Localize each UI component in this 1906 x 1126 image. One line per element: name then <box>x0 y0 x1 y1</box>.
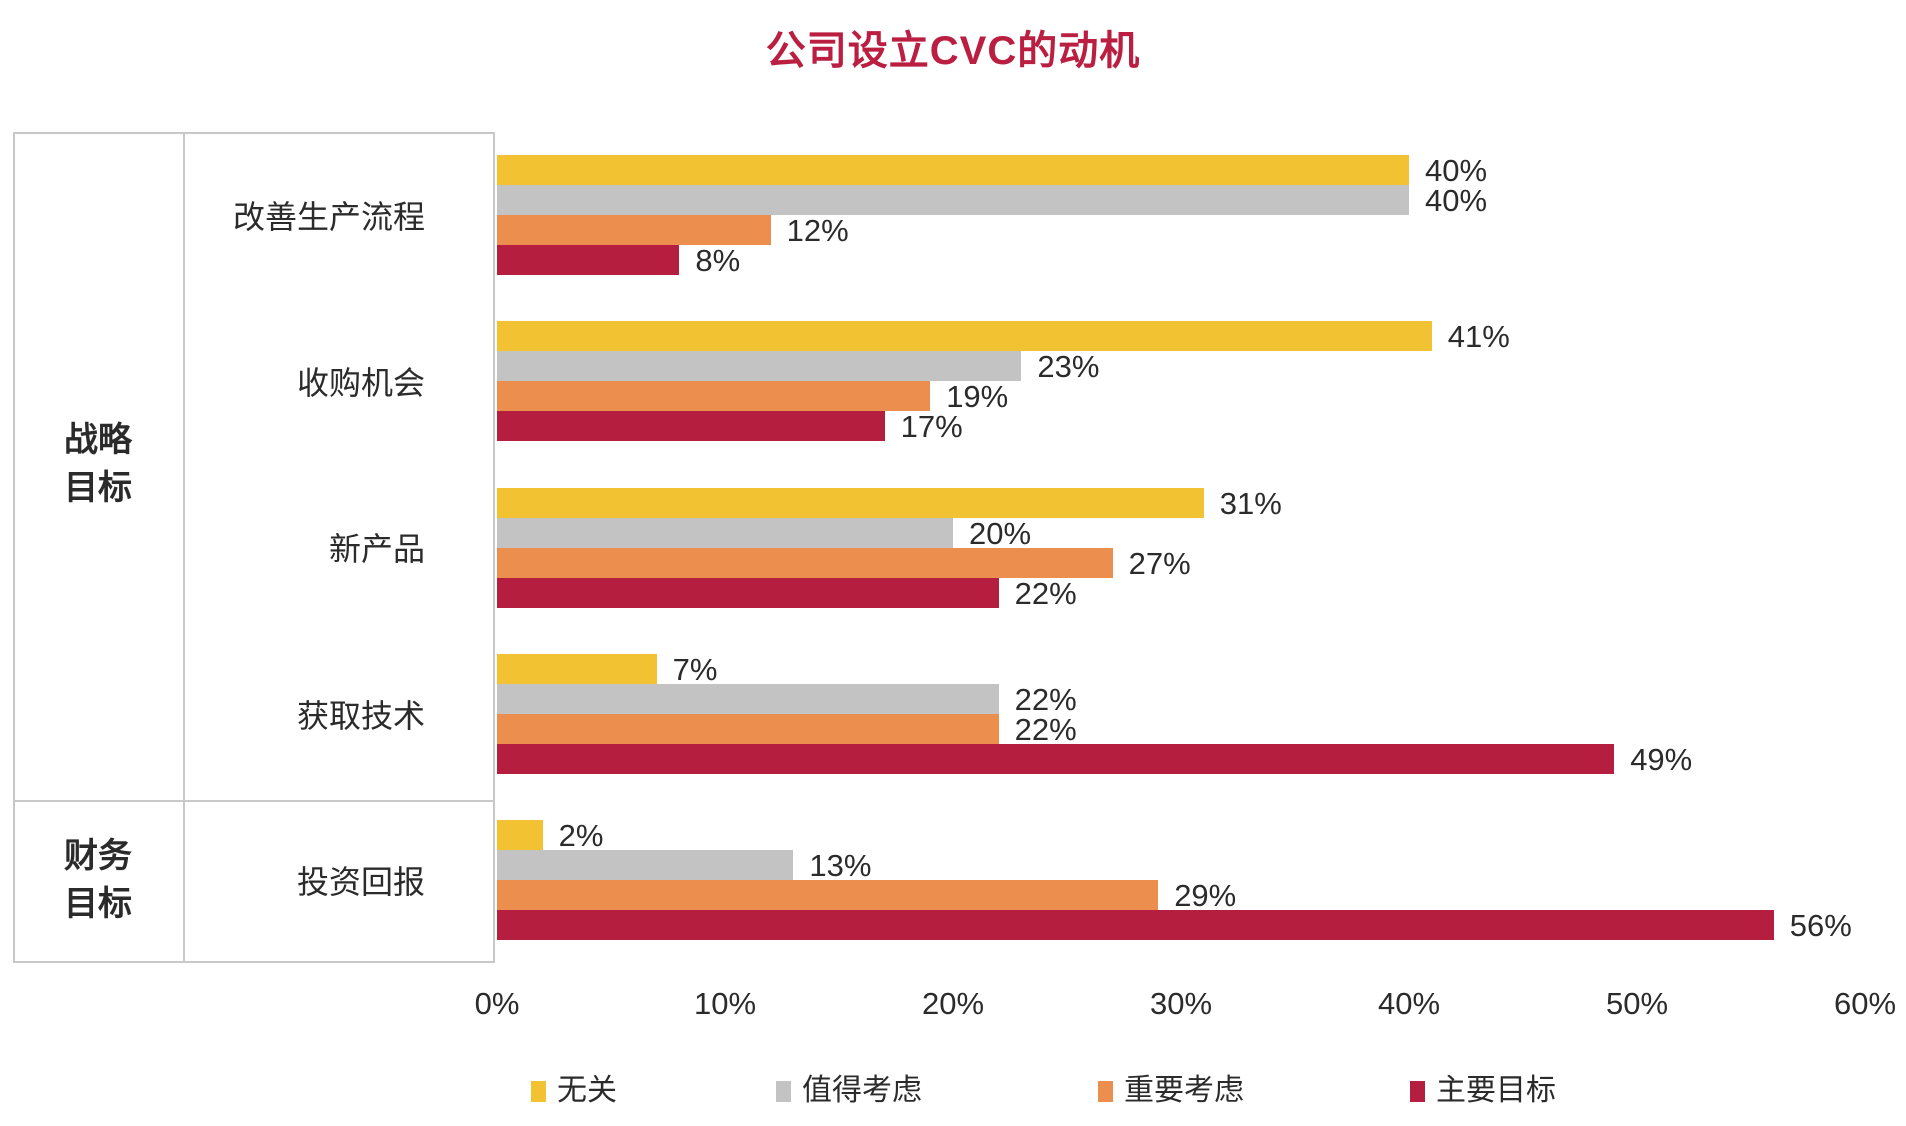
legend-item: 值得考虑 <box>776 1076 922 1106</box>
bar-value-label: 22% <box>1014 681 1077 717</box>
bar-value-label: 7% <box>672 651 718 687</box>
bar-value-label: 49% <box>1630 741 1693 777</box>
bar-value-label: 23% <box>1037 349 1100 385</box>
section-cell: 财务目标 <box>13 797 183 963</box>
bar-value-label: 29% <box>1174 877 1237 913</box>
chart-title: 公司设立CVC的动机 <box>765 29 1141 73</box>
bar <box>497 245 680 276</box>
bar <box>497 743 1615 774</box>
category-label: 改善生产流程 <box>232 199 425 236</box>
bar-value-label: 56% <box>1789 907 1852 943</box>
bar <box>497 819 543 850</box>
bar-value-label: 13% <box>809 847 872 883</box>
bar <box>497 577 999 608</box>
legend-item: 无关 <box>531 1076 617 1106</box>
legend-item: 重要考虑 <box>1098 1076 1244 1106</box>
category-label: 获取技术 <box>296 697 425 734</box>
x-axis-tick-label: 20% <box>921 986 985 1021</box>
bar <box>497 381 931 412</box>
bar <box>497 487 1204 518</box>
bar <box>497 321 1432 352</box>
x-axis-tick-label: 0% <box>474 986 520 1021</box>
bar <box>497 351 1022 382</box>
bar <box>497 155 1409 186</box>
legend-label: 主要目标 <box>1436 1074 1556 1107</box>
category-label: 新产品 <box>328 531 425 568</box>
bar-value-label: 12% <box>786 213 849 249</box>
x-axis-tick-label: 10% <box>693 986 757 1021</box>
bar <box>497 185 1409 216</box>
x-axis-tick-label: 60% <box>1833 986 1897 1021</box>
legend-swatch-icon <box>531 1080 546 1102</box>
bar <box>497 215 771 246</box>
section-label: 战略目标 <box>64 421 132 508</box>
legend-swatch-icon <box>1410 1080 1425 1102</box>
legend-swatch-icon <box>1098 1080 1113 1102</box>
bar-value-label: 19% <box>946 379 1009 415</box>
bar-value-label: 40% <box>1425 153 1488 189</box>
bar <box>497 653 657 684</box>
legend-label: 重要考虑 <box>1124 1074 1244 1107</box>
bar-value-label: 22% <box>1014 711 1077 747</box>
table-column-divider <box>183 132 185 963</box>
bar <box>497 517 953 548</box>
legend-label: 值得考虑 <box>802 1074 922 1107</box>
section-label: 财务目标 <box>64 836 132 923</box>
x-axis-tick-label: 40% <box>1377 986 1441 1021</box>
bar <box>497 879 1159 910</box>
legend-label: 无关 <box>557 1074 617 1107</box>
bar <box>497 547 1113 578</box>
legend-item: 主要目标 <box>1410 1076 1556 1106</box>
bar <box>497 411 885 442</box>
legend-swatch-icon <box>776 1080 791 1102</box>
bar-value-label: 2% <box>558 817 604 853</box>
category-label: 收购机会 <box>296 365 425 402</box>
bar <box>497 849 794 880</box>
bar-value-label: 41% <box>1447 319 1510 355</box>
x-axis-tick-label: 50% <box>1605 986 1669 1021</box>
x-axis-tick-label: 30% <box>1149 986 1213 1021</box>
table-row-divider <box>13 800 495 802</box>
bar-value-label: 40% <box>1425 183 1488 219</box>
bar-value-label: 20% <box>969 515 1032 551</box>
bar-value-label: 27% <box>1128 545 1191 581</box>
bar <box>497 909 1774 940</box>
category-label: 投资回报 <box>296 863 425 900</box>
bar-value-label: 17% <box>900 409 963 445</box>
bar-value-label: 8% <box>695 243 741 279</box>
bar <box>497 713 999 744</box>
section-cell: 战略目标 <box>13 132 183 797</box>
category-table-border <box>13 132 495 963</box>
bar-value-label: 31% <box>1219 485 1282 521</box>
bar <box>497 683 999 714</box>
bar-value-label: 22% <box>1014 575 1077 611</box>
